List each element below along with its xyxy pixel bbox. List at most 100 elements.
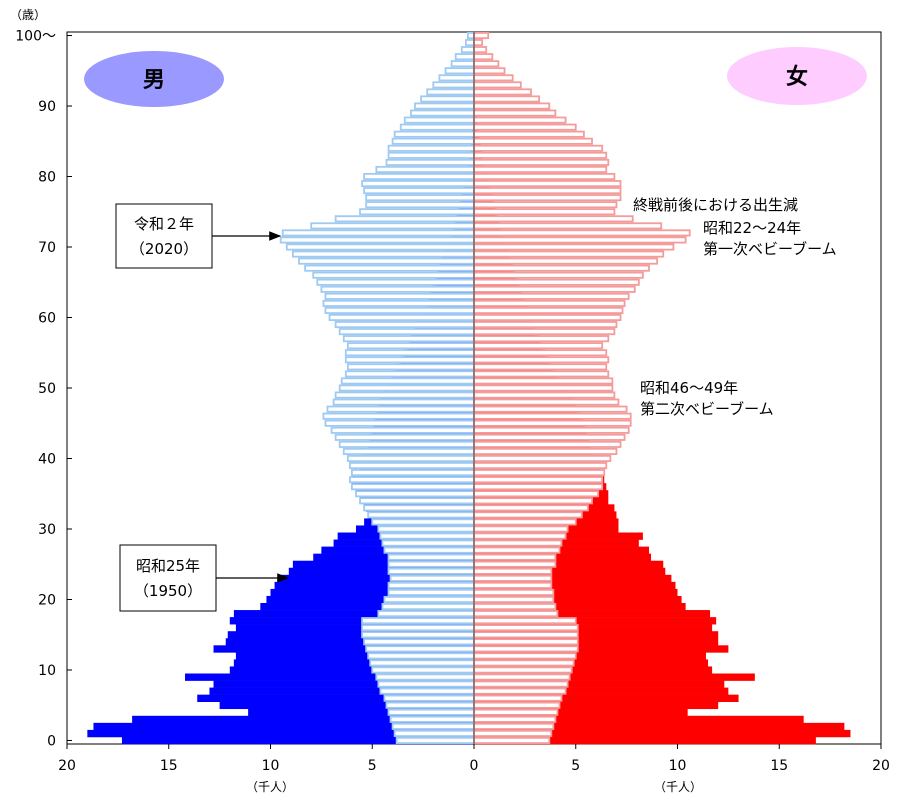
- callout-1950-line1: 昭和25年: [136, 557, 200, 575]
- bar-2020-female-age-83: [473, 151, 608, 159]
- bar-2020-male-age-25: [387, 560, 475, 568]
- bar-2020-female-age-1: [473, 729, 553, 737]
- bar-2020-male-age-35: [355, 490, 475, 498]
- bar-2020-male-age-89: [410, 109, 475, 117]
- bar-2020-male-age-20: [383, 595, 475, 604]
- annotation-boom1-years: 昭和22～24年: [703, 219, 801, 237]
- bar-2020-male-age-47: [326, 405, 475, 413]
- y-tick-label-40: 40: [38, 451, 56, 467]
- x-tick-label-left-20: 20: [58, 758, 76, 774]
- bar-2020-female-age-13: [473, 645, 579, 653]
- bar-2020-female-age-73: [473, 222, 663, 230]
- bar-2020-male-age-36: [350, 483, 475, 491]
- x-tick-label-right-15: 15: [770, 758, 788, 774]
- bar-2020-female-age-94: [473, 74, 514, 82]
- bar-2020-male-age-67: [304, 264, 475, 272]
- bar-2020-female-age-82: [473, 158, 610, 166]
- bar-2020-male-age-19: [381, 603, 475, 611]
- bar-2020-male-age-31: [371, 518, 475, 526]
- bar-2020-male-age-43: [334, 433, 475, 441]
- bar-2020-male-age-82: [385, 158, 475, 166]
- bar-1950-female-age-22: [474, 581, 676, 590]
- bar-2020-female-age-4: [473, 708, 559, 716]
- bar-1950-female-age-9: [474, 673, 755, 681]
- male-label: 男: [143, 68, 165, 93]
- bar-2020-female-age-40: [473, 454, 612, 463]
- bar-1950-female-age-20: [474, 595, 682, 604]
- bar-2020-male-age-7: [379, 687, 475, 695]
- callout-2020-line2: （2020）: [130, 240, 198, 258]
- bar-2020-female-age-21: [473, 588, 555, 596]
- bar-1950-female-age-21: [474, 588, 678, 597]
- y-axis-ticks: 0 10 20 30 40 50 60 70 80 90 100〜: [15, 29, 72, 749]
- bar-1950-female-age-23: [474, 574, 672, 583]
- bar-2020-male-age-87: [399, 123, 475, 131]
- bar-2020-male-age-99: [464, 39, 475, 47]
- female-label: 女: [786, 64, 808, 90]
- bar-1950-female-age-16: [474, 624, 713, 632]
- bar-2020-female-age-86: [473, 130, 585, 138]
- y-tick-label-30: 30: [38, 522, 56, 538]
- bar-2020-male-age-37: [348, 476, 475, 484]
- bar-1950-female-age-18: [474, 610, 711, 618]
- bar-2020-female-age-33: [473, 504, 589, 512]
- bar-2020-female-age-16: [473, 624, 579, 632]
- bar-2020-female-age-84: [473, 144, 604, 152]
- bar-2020-male-age-6: [383, 694, 475, 702]
- x-tick-label-right-20: 20: [872, 758, 890, 774]
- bar-1950-male-age-0: [121, 736, 474, 745]
- bar-2020-male-age-61: [324, 306, 475, 314]
- bar-1950-female-age-5: [474, 701, 719, 710]
- bar-2020-female-age-63: [473, 292, 630, 300]
- bar-2020-male-age-30: [377, 525, 475, 533]
- bar-2020-female-age-96: [473, 60, 500, 68]
- bar-2020-male-age-52: [344, 370, 475, 378]
- annotation-boom2-years: 昭和46～49年: [640, 379, 738, 397]
- bar-2020-male-age-41: [342, 447, 475, 455]
- bar-1950-male-age-19: [260, 603, 474, 611]
- y-tick-label-20: 20: [38, 592, 56, 608]
- bar-2020-female-age-70: [473, 243, 675, 251]
- y-tick-label-80: 80: [38, 170, 56, 186]
- bar-2020-male-age-33: [363, 504, 475, 512]
- bar-2020-female-age-60: [473, 313, 622, 322]
- bar-2020-male-age-80: [363, 172, 475, 181]
- bar-2020-female-age-66: [473, 271, 644, 279]
- bar-2020-female-age-72: [473, 229, 691, 237]
- bar-1950-female-age-24: [474, 567, 666, 576]
- bar-2020-female-age-61: [473, 306, 624, 314]
- bar-2020-female-age-11: [473, 659, 575, 667]
- bar-2020-male-age-22: [387, 581, 475, 589]
- bar-2020-female-age-53: [473, 363, 608, 371]
- bar-2020-male-age-3: [389, 715, 475, 723]
- bar-2020-male-age-12: [367, 652, 475, 660]
- bar-2020-male-age-69: [291, 250, 475, 258]
- bar-1950-male-age-14: [225, 638, 474, 646]
- bar-2020-female-age-28: [473, 539, 563, 547]
- bar-2020-female-age-17: [473, 617, 577, 625]
- bar-2020-female-age-85: [473, 137, 593, 145]
- bar-2020-male-age-75: [359, 208, 475, 216]
- bar-2020-male-age-21: [387, 588, 475, 596]
- bar-2020-male-age-42: [338, 440, 475, 448]
- bar-2020-male-age-1: [393, 729, 475, 737]
- bar-2020-male-age-16: [361, 624, 475, 632]
- bar-1950-male-age-8: [213, 680, 474, 688]
- bar-2020-female-age-32: [473, 511, 583, 519]
- bar-1950-male-age-25: [292, 560, 474, 569]
- bar-1950-female-age-11: [474, 659, 709, 667]
- bar-2020-male-age-8: [377, 680, 475, 688]
- bar-2020-male-age-51: [340, 377, 475, 385]
- bar-2020-female-age-98: [473, 46, 488, 54]
- bar-2020-male-age-93: [432, 81, 475, 89]
- bar-2020-female-age-65: [473, 278, 640, 286]
- bar-2020-female-age-24: [473, 567, 553, 575]
- bar-2020-male-age-29: [379, 532, 475, 540]
- bar-1950-male-age-6: [197, 694, 475, 703]
- y-unit-label: （歳）: [10, 8, 46, 22]
- bar-1950-male-age-4: [248, 708, 474, 717]
- bar-2020-female-age-22: [473, 581, 553, 589]
- bar-2020-female-age-87: [473, 123, 577, 131]
- bar-2020-female-age-18: [473, 610, 559, 618]
- bar-1950-male-age-20: [266, 595, 474, 604]
